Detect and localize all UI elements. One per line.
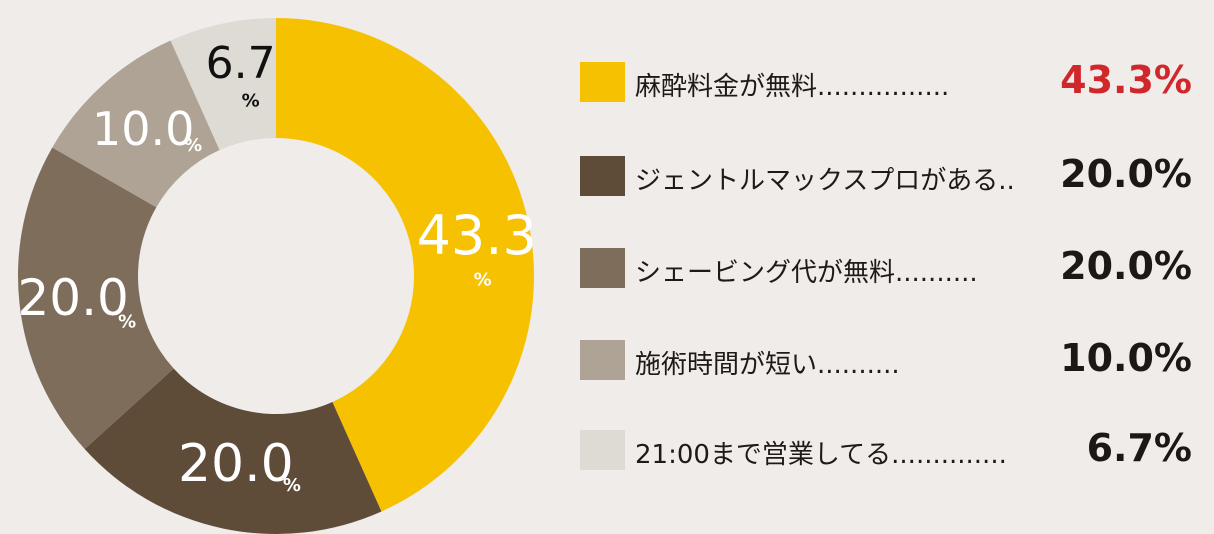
legend-label: シェービング代が無料.......... (635, 258, 978, 288)
slice-3 (18, 147, 174, 450)
legend-value: 20.0% (1060, 244, 1192, 288)
slice-1 (276, 18, 534, 512)
legend-item: 21:00まで営業してる.............. 6.7% (580, 420, 1200, 480)
legend-label: 施術時間が短い.......... (635, 350, 900, 380)
slice-percent-2: % (283, 475, 301, 496)
legend-label: 21:00まで営業してる.............. (635, 440, 1007, 470)
slice-2 (84, 368, 382, 534)
slice-percent-3: % (118, 311, 136, 332)
slice-label-2: 20.0 (178, 434, 294, 494)
legend-item: シェービング代が無料.......... 20.0% (580, 238, 1200, 298)
legend-value: 10.0% (1060, 336, 1192, 380)
slice-percent-4: % (184, 135, 202, 156)
legend-item: 麻酔料金が無料................ 43.3% (580, 52, 1200, 112)
slice-4 (52, 40, 220, 208)
legend-item: ジェントルマックスプロがある.. 20.0% (580, 146, 1200, 206)
slice-label-5: 6.7 (206, 38, 276, 89)
slice-5 (170, 18, 276, 151)
legend-label: ジェントルマックスプロがある.. (635, 166, 1015, 196)
legend-swatch (580, 430, 625, 470)
legend-value: 43.3% (1060, 58, 1192, 102)
slice-label-1: 43.3 (417, 204, 537, 267)
legend-label: 麻酔料金が無料................ (635, 72, 950, 102)
slice-label-4: 10.0 (92, 102, 194, 156)
slice-label-3: 20.0 (17, 269, 128, 327)
donut-chart: 43.3%20.0%20.0%10.0%6.7% (17, 18, 537, 534)
legend-item: 施術時間が短い.......... 10.0% (580, 330, 1200, 390)
legend-swatch (580, 248, 625, 288)
legend-swatch (580, 156, 625, 196)
legend-swatch (580, 62, 625, 102)
legend-swatch (580, 340, 625, 380)
slice-percent-5: % (242, 90, 260, 111)
slice-percent-1: % (474, 269, 492, 290)
legend-value: 6.7% (1086, 426, 1192, 470)
legend-value: 20.0% (1060, 152, 1192, 196)
